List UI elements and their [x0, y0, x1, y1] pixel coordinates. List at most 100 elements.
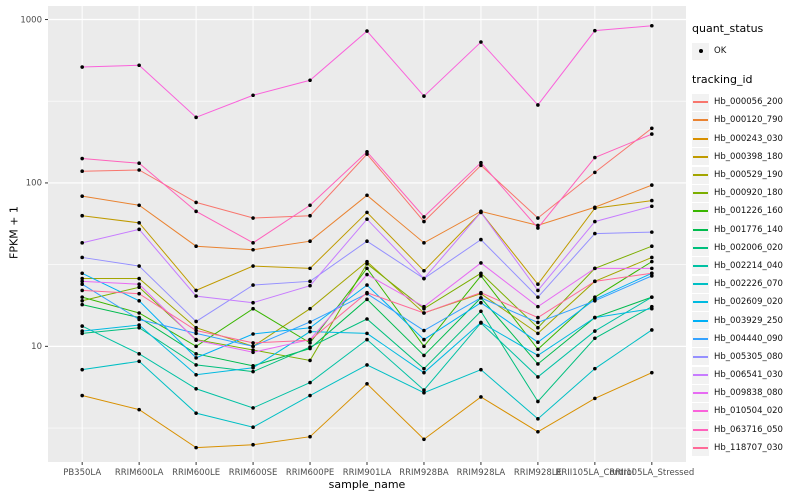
- data-point-Hb_001226_160-RRIM928LA: [479, 274, 483, 278]
- data-point-Hb_009838_080-RRII105LA_Stressed: [650, 266, 654, 271]
- legend-item-Hb_002609_020: Hb_002609_020: [692, 293, 800, 311]
- legend-key-Hb_000056_200: [692, 93, 709, 111]
- legend-item-Hb_001776_140: Hb_001776_140: [692, 221, 800, 239]
- legend-line-swatch: [693, 174, 708, 177]
- data-point-Hb_006541_030-RRII105LA_Stressed: [650, 204, 654, 209]
- data-point-Hb_001226_160-RRIM928LE: [536, 347, 540, 352]
- legend-line-swatch: [693, 264, 708, 267]
- data-point-Hb_000243_030-RRIM600SE: [251, 442, 255, 447]
- data-point-Hb_010504_020-RRIM928BA: [422, 94, 426, 98]
- data-point-Hb_000243_030-RRII105LA_Stressed: [650, 370, 654, 375]
- legend-item-Hb_002226_070: Hb_002226_070: [692, 275, 800, 293]
- data-point-Hb_063716_050-RRIM928BA: [422, 215, 426, 219]
- data-point-Hb_063716_050-RRIM600LE: [194, 209, 198, 214]
- legend-line-swatch: [693, 246, 708, 249]
- x-tick-label-RRIM901LA: RRIM901LA: [343, 468, 392, 478]
- data-point-Hb_002226_070-RRII105LA_Stressed: [650, 328, 654, 332]
- x-tick-label-RRIM600PE: RRIM600PE: [286, 468, 334, 478]
- legend-item-Hb_000056_200: Hb_000056_200: [692, 93, 800, 111]
- legend-key-Hb_000529_190: [692, 166, 709, 184]
- legend-key-Hb_006541_030: [692, 366, 709, 384]
- data-point-Hb_005305_080-RRIM600LA: [137, 264, 141, 268]
- data-point-Hb_063716_050-RRIM928LA: [479, 160, 483, 165]
- data-point-Hb_000243_030-RRII105LA_Control: [593, 396, 597, 401]
- data-point-Hb_002006_020-RRIM928BA: [422, 366, 426, 371]
- data-point-Hb_002609_020-RRIM928LE: [536, 353, 540, 358]
- data-point-Hb_006541_030-RRIM901LA: [365, 217, 369, 221]
- legend-key-Hb_001776_140: [692, 221, 709, 239]
- data-point-Hb_005305_080-RRIM901LA: [365, 239, 369, 244]
- data-point-Hb_000398_180-RRII105LA_Stressed: [650, 198, 654, 203]
- data-point-Hb_010504_020-RRIM600SE: [251, 93, 255, 98]
- data-point-Hb_000398_180-RRIM928BA: [422, 268, 426, 273]
- legend-tracking-items: Hb_000056_200 Hb_000120_790 Hb_000243_030 H…: [692, 93, 800, 457]
- data-point-Hb_002609_020-RRIM928BA: [422, 370, 426, 375]
- legend-line-swatch: [693, 192, 708, 195]
- legend-item-Hb_010504_020: Hb_010504_020: [692, 402, 800, 420]
- legend-item-label: Hb_002609_020: [714, 297, 783, 308]
- data-point-Hb_118707_030-PB350LA: [80, 288, 84, 293]
- data-point-Hb_063716_050-RRIM901LA: [365, 150, 369, 154]
- data-point-Hb_003929_250-RRIM600SE: [251, 332, 255, 336]
- data-point-Hb_005305_080-RRIM600LE: [194, 319, 198, 324]
- data-point-Hb_006541_030-RRIM928LA: [479, 210, 483, 215]
- data-point-Hb_005305_080-RRIM600SE: [251, 283, 255, 287]
- data-point-Hb_009838_080-RRIM901LA: [365, 272, 369, 277]
- data-point-Hb_002214_040-PB350LA: [80, 324, 84, 328]
- legend-key-Hb_000398_180: [692, 148, 709, 166]
- data-point-Hb_000056_200-RRII105LA_Control: [593, 170, 597, 175]
- legend-item-label: Hb_005305_080: [714, 351, 783, 362]
- legend-line-swatch: [693, 355, 708, 358]
- data-point-Hb_002609_020-RRIM600SE: [251, 365, 255, 370]
- data-point-Hb_004440_090-RRIM600SE: [251, 344, 255, 349]
- data-point-Hb_002226_070-RRIM600PE: [308, 393, 312, 398]
- legend-key-Hb_004440_090: [692, 330, 709, 348]
- data-point-Hb_005305_080-RRIM928LE: [536, 295, 540, 299]
- y-tick-label: 10: [31, 342, 42, 352]
- legend-key-ok: [692, 42, 709, 60]
- legend-item-label: Hb_001226_160: [714, 206, 783, 217]
- data-point-Hb_010504_020-RRIM600LA: [137, 63, 141, 68]
- legend-item-Hb_004440_090: Hb_004440_090: [692, 330, 800, 348]
- data-point-Hb_000920_180-RRIM928LA: [479, 271, 483, 276]
- legend-key-Hb_003929_250: [692, 312, 709, 330]
- data-point-Hb_063716_050-RRIM600SE: [251, 241, 255, 245]
- legend-line-swatch: [693, 283, 708, 286]
- data-point-Hb_002214_040-RRIM600LA: [137, 352, 141, 356]
- data-point-Hb_002609_020-RRIM600LA: [137, 323, 141, 327]
- data-point-Hb_000529_190-RRIM600LA: [137, 276, 141, 281]
- legend-item-label: Hb_009838_080: [714, 388, 783, 399]
- data-point-Hb_002214_040-RRIM901LA: [365, 337, 369, 342]
- data-point-Hb_003929_250-RRIM928LE: [536, 340, 540, 345]
- data-point-Hb_003929_250-RRIM600LE: [194, 356, 198, 360]
- legend-item-label: Hb_004440_090: [714, 333, 783, 344]
- x-tick-label-RRIM928BA: RRIM928BA: [399, 468, 449, 478]
- data-point-Hb_002006_020-RRIM600PE: [308, 345, 312, 349]
- data-point-Hb_005305_080-RRII105LA_Control: [593, 231, 597, 236]
- data-point-Hb_001776_140-PB350LA: [80, 302, 84, 307]
- data-point-Hb_003929_250-PB350LA: [80, 271, 84, 276]
- point-marker-icon: [698, 49, 703, 54]
- data-point-Hb_001226_160-RRII105LA_Stressed: [650, 259, 654, 264]
- data-point-Hb_002214_040-RRIM600PE: [308, 380, 312, 385]
- legend-item-label: Hb_010504_020: [714, 406, 783, 417]
- data-point-Hb_002006_020-RRIM600LE: [194, 363, 198, 367]
- data-point-Hb_000056_200-RRIM928LA: [479, 163, 483, 168]
- data-point-Hb_006541_030-RRIM600PE: [308, 283, 312, 288]
- x-tick-label-RRIM928LA: RRIM928LA: [457, 468, 506, 478]
- data-point-Hb_002226_070-RRII105LA_Control: [593, 366, 597, 371]
- legend-item-Hb_002006_020: Hb_002006_020: [692, 239, 800, 257]
- data-point-Hb_006541_030-RRIM928BA: [422, 276, 426, 281]
- legend-item-label: Hb_003929_250: [714, 315, 783, 326]
- x-tick-label-RRIM600SE: RRIM600SE: [229, 468, 278, 478]
- data-point-Hb_000120_790-PB350LA: [80, 194, 84, 198]
- data-point-Hb_002006_020-RRIM901LA: [365, 317, 369, 321]
- data-point-Hb_002226_070-RRIM928BA: [422, 390, 426, 395]
- legend-item-label: Hb_002214_040: [714, 260, 783, 271]
- data-point-Hb_000120_790-RRIM600SE: [251, 247, 255, 252]
- legend-item-Hb_118707_030: Hb_118707_030: [692, 439, 800, 457]
- legend-item-Hb_000529_190: Hb_000529_190: [692, 166, 800, 184]
- data-point-Hb_004440_090-RRIM928BA: [422, 328, 426, 333]
- data-point-Hb_009838_080-RRIM600LE: [194, 338, 198, 343]
- legend-item-Hb_009838_080: Hb_009838_080: [692, 384, 800, 402]
